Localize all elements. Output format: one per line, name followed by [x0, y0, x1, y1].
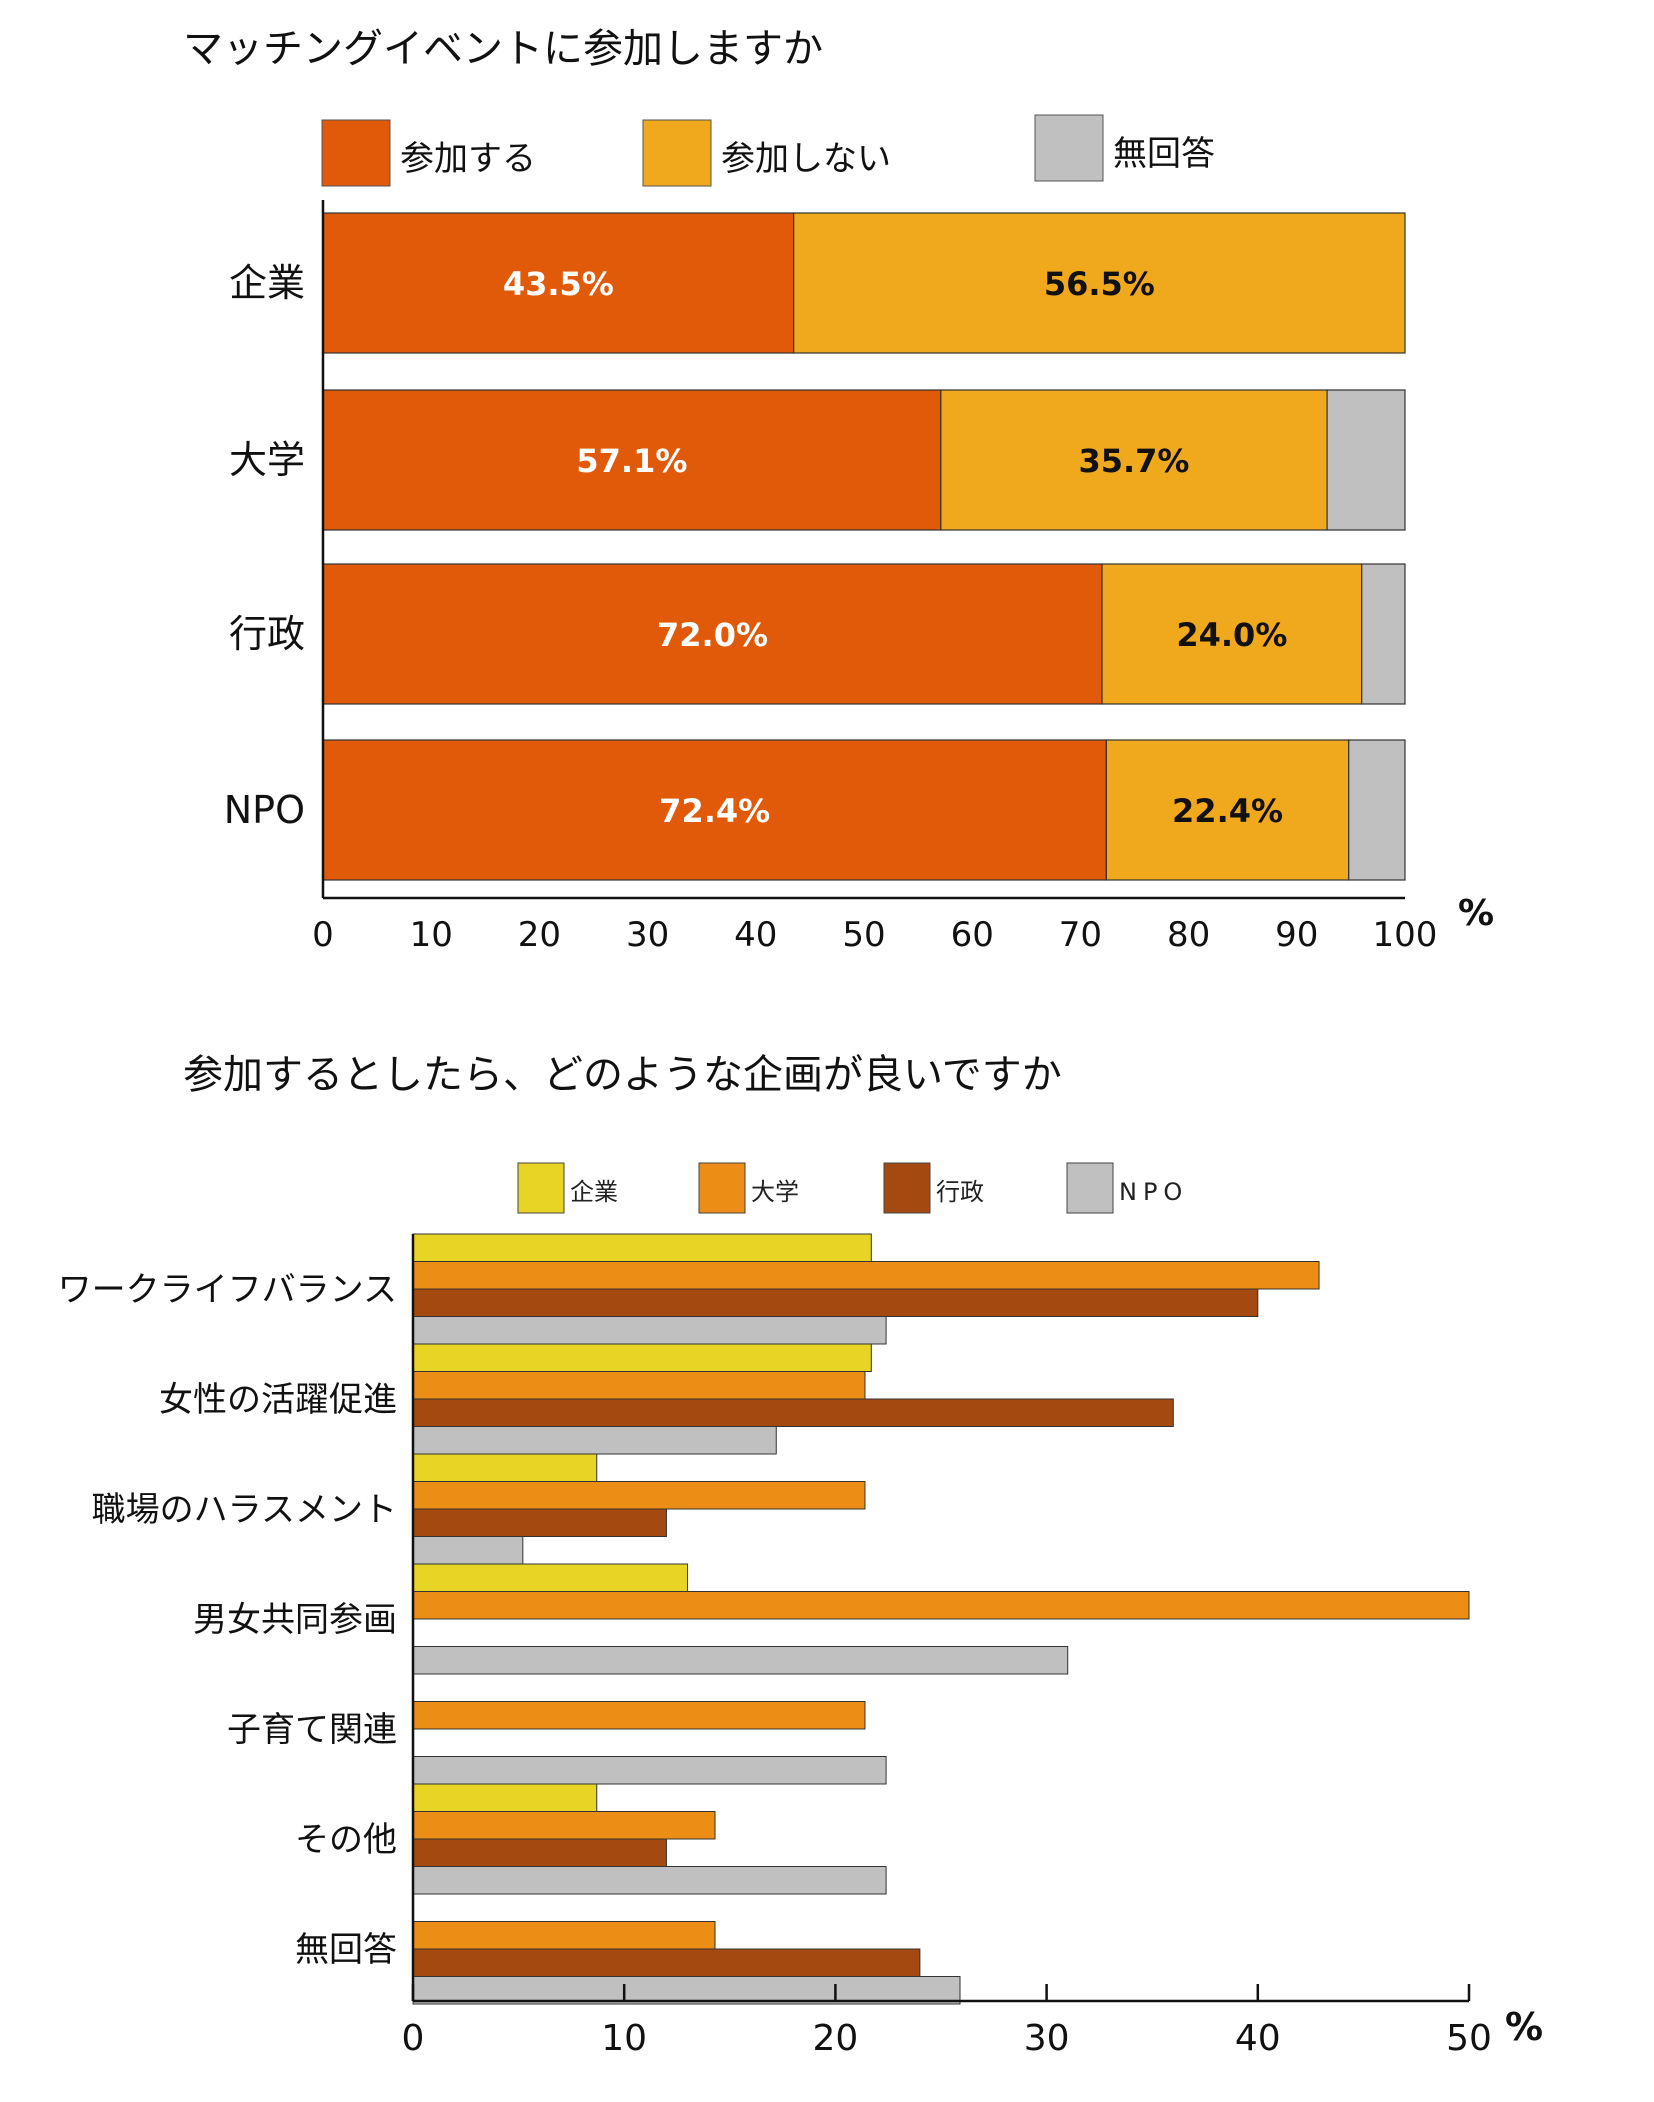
- bar-2: [412, 1398, 1174, 1427]
- x-tick-label: 10: [410, 915, 453, 955]
- bar-2: [412, 1948, 921, 1977]
- legend-swatch-2: [1034, 114, 1104, 182]
- data-label: 22.4%: [1172, 792, 1283, 830]
- bar-3: [412, 1756, 887, 1785]
- x-tick-label: 10: [601, 2018, 647, 2059]
- legend-swatch-1: [642, 119, 712, 187]
- data-label: 57.1%: [576, 442, 687, 480]
- chart2-title: 参加するとしたら、どのような企画が良いですか: [183, 1052, 1062, 1098]
- bar-0: [322, 563, 1103, 705]
- x-tick-label: 50: [842, 915, 885, 955]
- bar-1: [940, 389, 1328, 531]
- category-label: 企業: [229, 261, 305, 305]
- bar-3: [412, 1646, 1069, 1675]
- x-tick-label: 30: [1024, 2018, 1070, 2059]
- bar-3: [412, 1426, 777, 1455]
- bar-1: [793, 212, 1406, 354]
- bar-2: [412, 1288, 1259, 1317]
- category-label: 職場のハラスメント: [92, 1490, 397, 1530]
- bar-2: [412, 1508, 667, 1537]
- x-tick-label: 0: [312, 915, 334, 955]
- bar-0: [412, 1343, 872, 1372]
- legend-swatch-2: [883, 1162, 931, 1214]
- legend-swatch-0: [517, 1162, 565, 1214]
- x-tick-label: 20: [812, 2018, 858, 2059]
- x-unit-label: %: [1458, 893, 1494, 934]
- bar-0: [412, 1233, 872, 1262]
- legend-swatch-3: [1066, 1162, 1114, 1214]
- x-tick-label: 0: [402, 2018, 425, 2059]
- bar-0: [322, 389, 942, 531]
- data-label: 56.5%: [1044, 265, 1155, 303]
- bar-1: [412, 1921, 716, 1950]
- legend-swatch-1: [698, 1162, 746, 1214]
- bar-2: [412, 1838, 667, 1867]
- chart2: 企業 大学 行政 NPO ワークライフバランス女性の活躍促進職場のハラスメント男女共同参…: [58, 1162, 1543, 2059]
- bar-1: [1101, 563, 1363, 705]
- x-tick-label: 40: [734, 915, 777, 955]
- bar-1: [412, 1261, 1320, 1290]
- legend-label-0: 企業: [570, 1178, 618, 1206]
- legend-label-3: NPO: [1119, 1178, 1188, 1206]
- bar-1: [412, 1591, 1470, 1620]
- legend-swatch-0: [321, 119, 391, 187]
- bar-1: [412, 1811, 716, 1840]
- x-tick-label: 40: [1235, 2018, 1281, 2059]
- bar-0: [412, 1453, 598, 1482]
- x-tick-label: 90: [1275, 915, 1318, 955]
- legend-label-2: 無回答: [1113, 134, 1215, 174]
- bar-2: [1326, 389, 1406, 531]
- bar-1: [412, 1481, 866, 1510]
- chart1-title: マッチングイベントに参加しますか: [183, 26, 823, 72]
- category-label: 行政: [229, 612, 305, 656]
- legend-label-2: 行政: [936, 1178, 984, 1206]
- x-tick-label: 70: [1059, 915, 1102, 955]
- x-tick-label: 80: [1167, 915, 1210, 955]
- bar-1: [1105, 739, 1350, 881]
- data-label: 43.5%: [503, 265, 614, 303]
- x-tick-label: 20: [518, 915, 561, 955]
- bar-0: [322, 739, 1107, 881]
- bar-0: [412, 1563, 689, 1592]
- category-label: 子育て関連: [227, 1710, 397, 1750]
- data-label: 72.4%: [659, 792, 770, 830]
- bar-1: [412, 1701, 866, 1730]
- category-label: ワークライフバランス: [58, 1270, 397, 1310]
- category-label: 無回答: [295, 1930, 397, 1970]
- category-label: 男女共同参画: [193, 1600, 397, 1640]
- data-label: 35.7%: [1078, 442, 1189, 480]
- bar-3: [412, 1316, 887, 1345]
- legend-label-1: 大学: [751, 1178, 799, 1206]
- category-label: 女性の活躍促進: [159, 1380, 397, 1420]
- legend-label-0: 参加する: [400, 139, 536, 179]
- bar-1: [412, 1371, 866, 1400]
- x-tick-label: 60: [951, 915, 994, 955]
- x-tick-label: 100: [1373, 915, 1438, 955]
- bar-0: [412, 1783, 598, 1812]
- bar-2: [1361, 563, 1406, 705]
- data-label: 24.0%: [1176, 616, 1287, 654]
- data-label: 72.0%: [657, 616, 768, 654]
- legend-label-1: 参加しない: [721, 139, 891, 179]
- x-tick-label: 30: [626, 915, 669, 955]
- x-tick-label: 50: [1446, 2018, 1492, 2059]
- bar-0: [322, 212, 795, 354]
- category-label: その他: [295, 1820, 397, 1860]
- category-label: 大学: [229, 438, 305, 482]
- bar-3: [412, 1866, 887, 1895]
- bar-3: [412, 1536, 524, 1565]
- x-unit-label: %: [1505, 2005, 1543, 2049]
- bar-3: [412, 1976, 961, 2005]
- category-label: NPO: [224, 788, 305, 832]
- bar-2: [1348, 739, 1406, 881]
